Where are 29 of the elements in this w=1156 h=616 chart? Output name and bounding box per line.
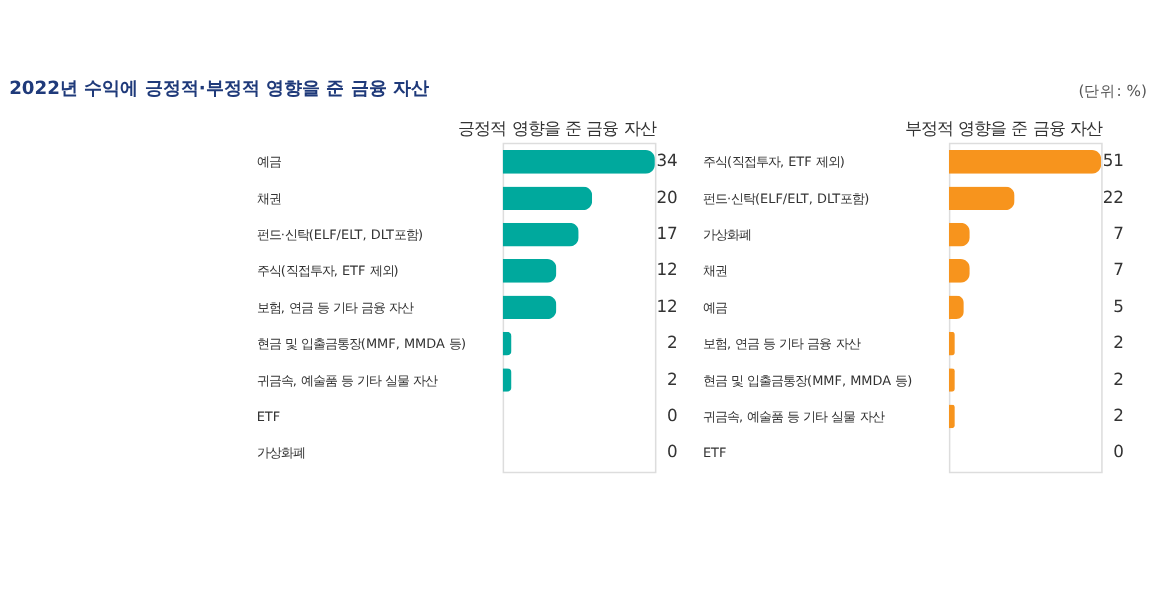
bar (502, 186, 593, 211)
data-label: 0 (1113, 441, 1125, 462)
x-axis-title: 부정적 영향을 준 금융 자산 (904, 118, 1102, 139)
data-label: 34 (656, 150, 678, 171)
data-label: 7 (1113, 223, 1125, 244)
data-label: 2 (667, 332, 678, 353)
data-label: 20 (656, 186, 678, 207)
bar (502, 259, 557, 283)
bar (502, 222, 579, 247)
data-label: 17 (656, 223, 678, 244)
data-label: 2 (667, 368, 678, 389)
data-label: 12 (656, 295, 678, 316)
bar (502, 150, 655, 174)
text: 2022년 수익에 긍정적·부정적 영향을 준 금융 자산 (9, 80, 430, 101)
data-label: 0 (667, 441, 678, 462)
bar (948, 150, 1102, 174)
data-label: 51 (1102, 150, 1125, 171)
bar (502, 295, 557, 320)
data-label: 2 (1113, 332, 1125, 353)
data-label: 0 (667, 404, 678, 425)
text: (단위: %) (1078, 81, 1147, 100)
data-label: 22 (1102, 186, 1125, 207)
bar (948, 186, 1015, 211)
data-label: 12 (656, 259, 678, 280)
data-label: 2 (1113, 368, 1125, 389)
x-axis-title: 긍정적 영향을 준 금융 자산 (458, 118, 656, 139)
data-label: 7 (1113, 259, 1125, 280)
data-label: 2 (1113, 404, 1125, 425)
data-label: 5 (1113, 295, 1125, 316)
